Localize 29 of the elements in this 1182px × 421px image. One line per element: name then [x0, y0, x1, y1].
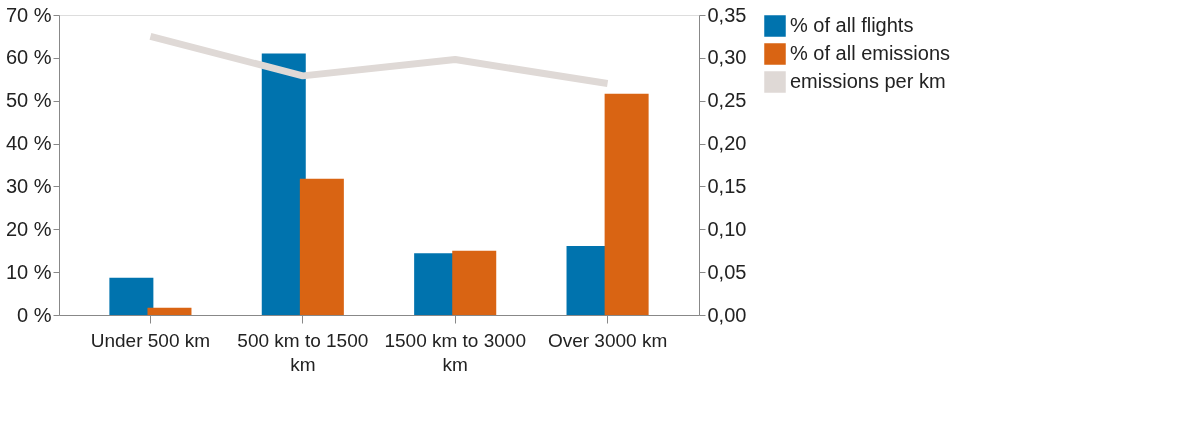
y-tick-label: 20 %	[5, 217, 52, 240]
x-tick-label: 500 km to 1500 km	[237, 329, 369, 375]
y-tick-label: 60 %	[5, 46, 52, 69]
bar	[109, 277, 154, 315]
y-tick-label: 10 %	[5, 260, 52, 283]
y2-tick-label: 0,10	[707, 217, 747, 240]
y-tick-label: 0 %	[17, 303, 52, 326]
y2-tick-label: 0,15	[707, 174, 747, 197]
legend-label: emissions per km	[790, 70, 946, 92]
x-tick-label: Over 3000 km	[547, 329, 668, 351]
y2-tick-label: 0,00	[707, 303, 747, 326]
bar	[452, 250, 497, 315]
y-tick-label: 70 %	[5, 3, 52, 26]
bar	[147, 307, 192, 315]
x-tick-label: 1500 km to 3000 km	[384, 329, 526, 375]
y2-tick-label: 0,20	[707, 132, 747, 155]
y2-tick-label: 0,25	[707, 89, 747, 112]
y2-tick-label: 0,05	[707, 260, 747, 283]
legend-label: % of all emissions	[790, 42, 951, 64]
y-tick-label: 40 %	[5, 132, 52, 155]
bar	[261, 53, 306, 315]
bar	[299, 178, 344, 315]
legend-label: % of all flights	[790, 14, 914, 36]
y2-tick-label: 0,35	[707, 3, 747, 26]
bar	[604, 93, 649, 315]
y-tick-label: 30 %	[5, 174, 52, 197]
y-tick-label: 50 %	[5, 89, 52, 112]
y2-tick-label: 0,30	[707, 46, 747, 69]
x-tick-label: Under 500 km	[90, 329, 211, 351]
